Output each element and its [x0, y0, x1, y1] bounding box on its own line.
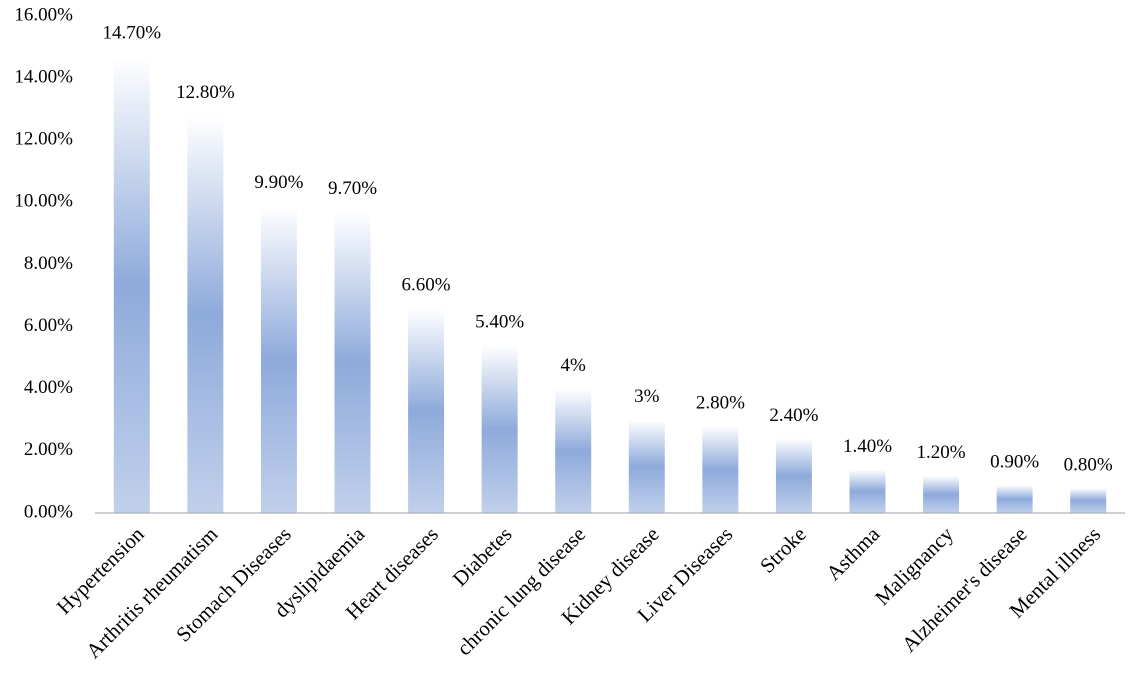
bar: [702, 426, 739, 513]
bar: [923, 475, 960, 513]
bar: [628, 419, 665, 513]
y-tick-label: 8.00%: [24, 253, 73, 274]
value-label: 6.60%: [402, 274, 451, 295]
x-tick-label: Stroke: [755, 522, 811, 578]
y-tick-label: 6.00%: [24, 315, 73, 336]
bar: [849, 469, 886, 513]
y-tick-label: 0.00%: [24, 501, 73, 522]
value-label: 5.40%: [475, 312, 524, 333]
y-tick-label: 4.00%: [24, 377, 73, 398]
bar: [996, 485, 1033, 513]
value-label: 2.40%: [769, 405, 818, 426]
value-label: 14.70%: [102, 23, 161, 44]
bar: [1070, 488, 1107, 513]
value-label: 3%: [634, 386, 660, 407]
x-tick-label: chronic lung disease: [452, 522, 590, 660]
y-tick-label: 2.00%: [24, 439, 73, 460]
y-tick-label: 16.00%: [14, 4, 73, 25]
x-tick-label: Asthma: [821, 521, 885, 585]
bar: [260, 205, 297, 513]
x-tick-label: Arthritis rheumatism: [81, 522, 222, 663]
value-label: 12.80%: [176, 82, 235, 103]
y-tick-label: 14.00%: [14, 66, 73, 87]
value-label: 4%: [561, 355, 587, 376]
bar: [408, 307, 445, 513]
x-tick-label: Diabetes: [448, 522, 517, 591]
y-tick-label: 10.00%: [14, 191, 73, 212]
bar: [555, 388, 592, 513]
value-label: 9.70%: [328, 178, 377, 199]
value-label: 0.90%: [990, 451, 1039, 472]
bar: [775, 438, 812, 513]
y-tick-label: 12.00%: [14, 129, 73, 150]
value-label: 1.40%: [843, 436, 892, 457]
bar: [481, 345, 518, 513]
bar: [113, 56, 150, 513]
value-label: 9.90%: [254, 172, 303, 193]
bar: [334, 211, 371, 513]
bar: [187, 115, 224, 514]
x-tick-label: Alzheimer's disease: [897, 522, 1032, 657]
value-label: 2.80%: [696, 392, 745, 413]
value-label: 1.20%: [917, 442, 966, 463]
value-label: 0.80%: [1064, 455, 1113, 476]
